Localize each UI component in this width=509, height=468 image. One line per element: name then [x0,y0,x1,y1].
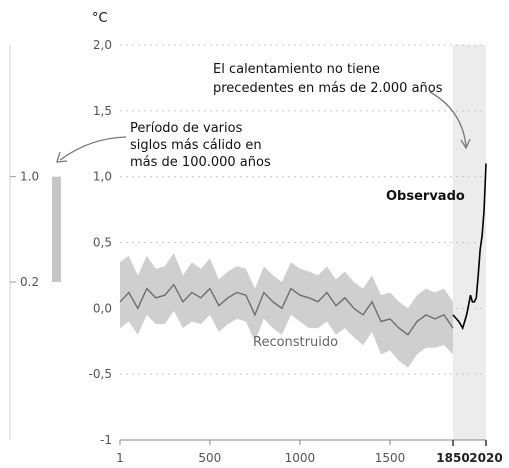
warm-period-range-bar [52,176,61,282]
x-tick-label: 2020 [469,451,502,465]
side-tick-label: 1.0 [20,170,39,184]
y-tick-label: -1 [100,433,112,447]
recent-period-bracket [452,440,487,446]
y-tick-label: 1,5 [93,104,112,118]
y-tick-label: 1,0 [93,170,112,184]
arrow-left [59,136,127,161]
reconstructed-uncertainty-band [120,253,453,368]
y-tick-label: -0,5 [89,367,112,381]
annotation-top-line-1: El calentamiento no tiene [213,62,380,77]
x-tick-label: 1850 [436,451,469,465]
y-tick-label: 2,0 [93,38,112,52]
annotation-left-line-3: más de 100.000 años [130,155,271,170]
y-tick-label: 0,0 [93,301,112,315]
annotation-left-line-1: Período de varios [130,121,243,136]
x-tick-label: 1000 [285,451,316,465]
arrow-top-head [460,138,471,150]
x-tick-label: 1500 [375,451,406,465]
observed-series-line [452,163,487,331]
series-label-reconstruido: Reconstruido [253,335,338,350]
x-tick-label: 1 [116,451,124,465]
series-label-observado: Observado [386,189,465,204]
y-tick-label: 0,5 [93,236,112,250]
annotation-top-line-2: precedentes en más de 2.000 años [213,81,443,96]
x-tick-label: 500 [198,451,221,465]
y-unit-label: °C [92,11,108,26]
arrow-top [429,91,467,147]
reconstructed-series-line [119,283,454,336]
side-tick-label: 0.2 [20,275,39,289]
arrow-left-head [56,151,68,163]
annotation-left-line-2: siglos más cálido en [130,138,262,153]
